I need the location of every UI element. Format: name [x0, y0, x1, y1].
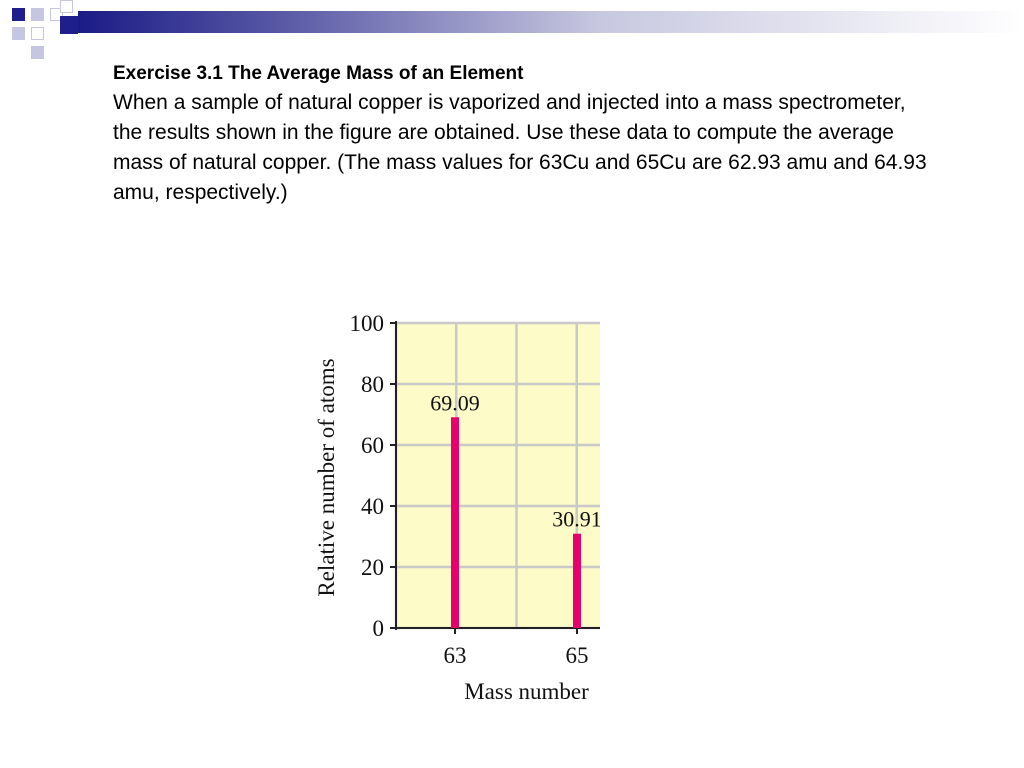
- mass-spectrum-chart: 0 20 40 60 80 100 69.09 63 30.91 65 Mass number Rel…: [300, 305, 639, 715]
- header-square-decoration: [12, 8, 25, 21]
- x-tick-label: 65: [566, 643, 589, 668]
- header-square-decoration: [50, 8, 63, 21]
- y-tick-label: 20: [361, 555, 384, 580]
- data-label-63: 69.09: [430, 390, 480, 415]
- y-axis-title: Relative number of atoms: [314, 358, 339, 596]
- data-label-65: 30.91: [552, 507, 600, 532]
- header-gradient-bar: [78, 11, 1024, 33]
- x-axis-title: Mass number: [464, 679, 589, 704]
- y-tick-label: 40: [361, 494, 384, 519]
- bar-63: [451, 417, 459, 628]
- exercise-body: When a sample of natural copper is vapor…: [113, 91, 927, 204]
- y-tick-label: 80: [361, 372, 384, 397]
- bar-65: [573, 533, 581, 628]
- header-square-decoration: [31, 8, 44, 21]
- plot-background: [396, 323, 637, 628]
- x-tick-label: 63: [444, 643, 467, 668]
- header-square-decoration: [31, 27, 44, 40]
- header-square-decoration: [12, 27, 25, 40]
- exercise-title: Exercise 3.1 The Average Mass of an Elem…: [113, 63, 524, 84]
- header-square-decoration: [31, 46, 44, 59]
- y-tick-label: 0: [373, 616, 385, 641]
- header-square-decoration: [60, 16, 78, 34]
- chart-svg: 0 20 40 60 80 100 69.09 63 30.91 65 Mass number Rel…: [314, 311, 639, 704]
- exercise-text: Exercise 3.1 The Average Mass of an Elem…: [113, 60, 933, 208]
- y-tick-label: 100: [350, 311, 385, 336]
- y-tick-label: 60: [361, 433, 384, 458]
- header-square-decoration: [60, 0, 73, 13]
